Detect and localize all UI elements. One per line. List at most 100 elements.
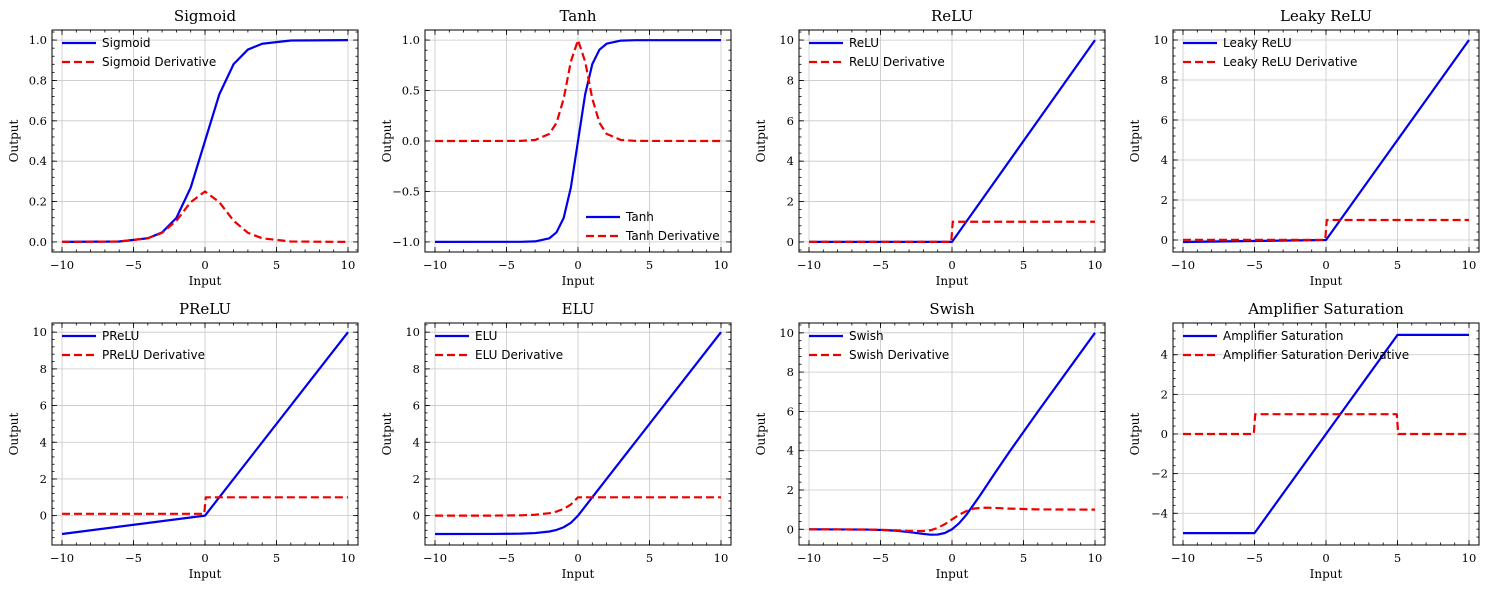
plot-area	[435, 331, 722, 536]
function-line	[435, 38, 721, 244]
x-tick-label: −10	[797, 551, 821, 565]
y-tick-label: 0	[40, 509, 47, 523]
function-line	[809, 39, 1096, 244]
y-tick-label: 0	[787, 235, 794, 249]
subplot-leaky-relu: −10 −5 0 5 10 0 2 4 6 8 10 Leaky ReLU Input Output Lea…	[1128, 7, 1480, 288]
x-axis-label: Input	[562, 567, 595, 581]
y-tick-label: 4	[1161, 153, 1168, 167]
x-axis-label: Input	[936, 567, 969, 581]
y-tick-label: 8	[787, 365, 794, 379]
subplot-title: Tanh	[559, 7, 596, 25]
x-tick-label: −10	[50, 258, 74, 272]
x-axis-label: Input	[936, 274, 969, 288]
subplot-title: Sigmoid	[174, 7, 237, 25]
x-tick-label: 5	[1020, 551, 1027, 565]
legend: ELU ELU Derivative	[435, 329, 563, 362]
x-tick-label: −10	[1171, 258, 1195, 272]
x-tick-label: −5	[1246, 258, 1263, 272]
x-axis-label: Input	[1310, 274, 1343, 288]
subplot-sigmoid: −10 −5 0 5 10 0.0 0.2 0.4 0.6 0.8 1.0 Sigmoid Input O…	[7, 7, 359, 288]
y-tick-label: 8	[787, 73, 794, 87]
subplot-title: Amplifier Saturation	[1247, 300, 1404, 318]
legend-entry: Swish	[849, 329, 884, 343]
y-tick-label: 10	[1153, 33, 1168, 47]
x-tick-label: −10	[423, 551, 447, 565]
y-tick-label: 4	[787, 154, 794, 168]
x-tick-label: 5	[273, 258, 280, 272]
subplot-relu: −10 −5 0 5 10 0 2 4 6 8 10 ReLU Input Output ReLU ReLU …	[754, 7, 1106, 288]
legend-entry: Leaky ReLU	[1223, 36, 1292, 50]
legend: Leaky ReLU Leaky ReLU Derivative	[1183, 36, 1357, 69]
x-tick-label: 10	[1088, 551, 1103, 565]
y-tick-label: 6	[787, 114, 794, 128]
derivative-line	[62, 496, 348, 515]
subplot-swish: −10 −5 0 5 100246810SwishInputOutputSwishSwi…	[754, 300, 1106, 581]
x-tick-label: −10	[423, 258, 447, 272]
x-tick-label: −5	[125, 551, 142, 565]
derivative-line	[62, 190, 348, 244]
legend: PReLU PReLU Derivative	[62, 329, 205, 362]
y-tick-label: 2	[787, 483, 794, 497]
legend-entry: ReLU Derivative	[849, 55, 945, 69]
y-tick-label: 4	[787, 444, 794, 458]
x-tick-label: −10	[797, 258, 821, 272]
y-tick-label: 0	[787, 522, 794, 536]
derivative-line	[1183, 413, 1469, 436]
ticks	[425, 323, 731, 546]
y-tick-label: 0.6	[29, 114, 47, 128]
x-tick-label: 10	[1462, 258, 1477, 272]
legend: ReLU ReLU Derivative	[809, 36, 945, 69]
y-tick-label: 4	[40, 435, 47, 449]
x-tick-label: 5	[1020, 258, 1027, 272]
ticks	[1173, 323, 1479, 545]
grid	[799, 323, 1105, 545]
legend-entry: Sigmoid	[102, 36, 151, 50]
legend-entry: PReLU Derivative	[102, 348, 205, 362]
y-tick-label: 0.4	[29, 154, 47, 168]
legend-entry: Tanh Derivative	[625, 229, 720, 243]
y-tick-label: 0	[413, 509, 420, 523]
legend: Sigmoid Sigmoid Derivative	[62, 36, 216, 69]
function-line	[1182, 39, 1470, 244]
y-tick-label: 0.0	[402, 134, 420, 148]
ticks	[799, 323, 1105, 546]
y-tick-label: 2	[1161, 387, 1168, 401]
x-tick-label: 10	[341, 551, 356, 565]
function-line	[1183, 333, 1469, 535]
x-tick-label: 0	[201, 258, 208, 272]
legend: Amplifier Saturation Amplifier Saturation…	[1183, 329, 1409, 362]
y-tick-label: 1.0	[402, 33, 420, 47]
y-axis-label: Output	[1128, 120, 1142, 163]
x-tick-label: −5	[872, 258, 889, 272]
subplot-elu: −10 −5 0 5 10 0 2 4 6 8 10 ELU Input Output ELU ELU Der…	[380, 300, 732, 581]
x-axis-label: Input	[562, 274, 595, 288]
x-tick-label: 5	[646, 551, 653, 565]
y-tick-label: 6	[787, 404, 794, 418]
y-tick-label: 6	[40, 399, 47, 413]
x-tick-label: 0	[574, 551, 581, 565]
legend-entry: Amplifier Saturation Derivative	[1223, 348, 1409, 362]
y-axis-label: Output	[380, 120, 394, 163]
x-tick-label: −10	[1171, 551, 1195, 565]
legend-entry: Swish Derivative	[849, 348, 949, 362]
legend-entry: Amplifier Saturation	[1223, 329, 1343, 343]
plot-area	[1182, 39, 1470, 244]
x-tick-label: 5	[1394, 551, 1401, 565]
subplot-amplifier-saturation: −10 −5 0 5 10 −4 −2 0 2 4 Amplifier Saturation Inpu…	[1128, 300, 1480, 581]
y-tick-label: 8	[413, 362, 420, 376]
legend-entry: ELU	[475, 329, 497, 343]
derivative-line	[809, 506, 1095, 533]
y-axis-label: Output	[380, 413, 394, 456]
legend-entry: PReLU	[102, 329, 139, 343]
subplot-tanh: −10 −5 0 5 10 −1.0 −0.5 0.0 0.5 1.0 Tanh Input Outpu…	[380, 7, 732, 288]
x-axis-label: Input	[1310, 567, 1343, 581]
x-tick-label: 0	[1322, 258, 1329, 272]
x-tick-label: 10	[341, 258, 356, 272]
y-axis-label: Output	[7, 120, 21, 163]
y-tick-label: −4	[1151, 506, 1168, 520]
y-axis-label: Output	[754, 120, 768, 163]
x-tick-label: −10	[50, 551, 74, 565]
x-tick-label: 10	[1462, 551, 1477, 565]
subplot-title: PReLU	[179, 300, 231, 318]
y-tick-label: 2	[787, 195, 794, 209]
